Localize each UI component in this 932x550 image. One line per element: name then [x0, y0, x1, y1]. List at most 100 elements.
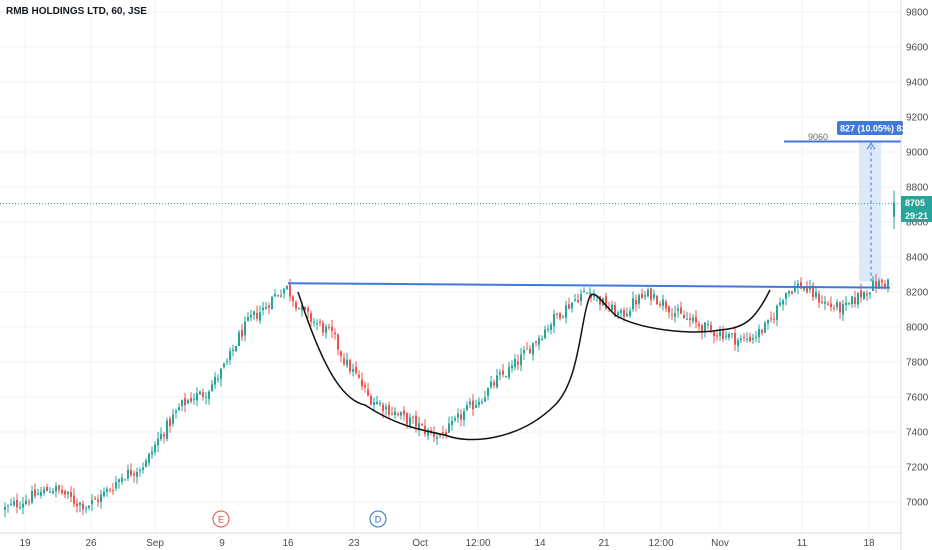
- candle-body: [244, 321, 246, 336]
- candle-body: [283, 288, 285, 294]
- current-price-tag-bg: [901, 196, 932, 209]
- candle-body: [836, 302, 838, 308]
- candle-body: [463, 411, 465, 420]
- candle-body: [710, 324, 712, 330]
- candle-body: [827, 303, 829, 305]
- candle-body: [725, 335, 727, 337]
- candle-body: [316, 323, 318, 325]
- candle-body: [298, 307, 300, 309]
- measure-label: 827 (10.05%) 82: [840, 124, 907, 134]
- candle-body: [421, 424, 423, 426]
- cup-and-handle-curve[interactable]: [297, 289, 771, 441]
- candle-body: [878, 280, 880, 289]
- y-tick-label: 8000: [906, 323, 929, 334]
- x-tick-label: Nov: [711, 538, 729, 549]
- resistance-line[interactable]: [287, 282, 891, 289]
- price-axis[interactable]: 7000 7200 7400 7600 7800 8000 8200 8400 8600 8800…: [906, 8, 929, 509]
- candle-body: [535, 341, 537, 343]
- candle-body: [301, 305, 303, 311]
- candle-body: [250, 314, 252, 318]
- candle-body: [271, 296, 273, 310]
- candle-body: [454, 418, 456, 421]
- candle-body: [713, 331, 715, 337]
- candle-body: [256, 312, 258, 319]
- x-tick-label: 21: [598, 538, 610, 549]
- candle-body: [52, 491, 54, 493]
- candle-body: [815, 291, 817, 297]
- candle-body: [824, 301, 826, 304]
- candle-body: [626, 313, 628, 316]
- candle-body: [19, 507, 21, 509]
- candle-body: [280, 295, 282, 297]
- candle-body: [731, 333, 733, 335]
- candle-body: [559, 312, 561, 319]
- candle-body: [397, 414, 399, 416]
- candle-body: [172, 414, 174, 424]
- candle-body: [346, 359, 348, 366]
- candle-body: [214, 376, 216, 385]
- x-tick-label: 18: [863, 538, 875, 549]
- candle-body: [184, 398, 186, 406]
- candle-body: [373, 401, 375, 405]
- candle-body: [644, 295, 646, 297]
- candle-body: [593, 295, 595, 297]
- candle-body: [334, 332, 336, 335]
- candle-body: [511, 365, 513, 369]
- candle-body: [61, 489, 63, 494]
- candle-body: [752, 337, 754, 340]
- candle-body: [806, 287, 808, 292]
- candle-body: [154, 444, 156, 453]
- candle-body: [839, 302, 841, 313]
- candle-body: [34, 489, 36, 497]
- candle-body: [364, 384, 366, 388]
- candle-body: [758, 328, 760, 338]
- candle-body: [484, 397, 486, 402]
- x-tick-label: 23: [348, 538, 360, 549]
- candle-body: [145, 460, 147, 467]
- x-tick-label: Oct: [412, 538, 428, 549]
- measure-tag[interactable]: 827 (10.05%) 82: [837, 121, 907, 135]
- candle-body: [82, 503, 84, 510]
- candle-body: [773, 319, 775, 321]
- candle-body: [28, 501, 30, 503]
- y-tick-label: 7800: [906, 358, 929, 369]
- candle-body: [845, 302, 847, 306]
- candle-body: [860, 290, 862, 298]
- candle-body: [418, 423, 420, 429]
- candle-body: [79, 502, 81, 506]
- candle-body: [683, 314, 685, 319]
- candle-body: [448, 423, 450, 433]
- dividend-badge[interactable]: D: [369, 510, 387, 528]
- candle-body: [577, 300, 579, 303]
- x-tick-label: 11: [797, 538, 808, 549]
- candle-body: [439, 434, 441, 437]
- candle-body: [181, 399, 183, 407]
- candle-body: [403, 410, 405, 415]
- y-tick-label: 7000: [906, 498, 929, 509]
- candle-body: [590, 294, 592, 298]
- candle-body: [436, 437, 438, 439]
- candlestick-series: [4, 190, 895, 518]
- candle-body: [701, 325, 703, 333]
- candle-body: [76, 503, 78, 507]
- earnings-badge[interactable]: E: [212, 510, 230, 528]
- candle-body: [496, 375, 498, 388]
- candle-body: [665, 301, 667, 309]
- dividend-badge-circle: [369, 510, 387, 528]
- candle-body: [340, 351, 342, 357]
- candle-body: [7, 505, 9, 507]
- candle-body: [617, 312, 619, 315]
- candle-body: [686, 318, 688, 320]
- candle-body: [67, 491, 69, 494]
- drawing-overlays[interactable]: [0, 140, 901, 441]
- y-tick-label: 8200: [906, 288, 929, 299]
- candle-body: [253, 311, 255, 316]
- current-price-tag: 8705 29:21: [901, 196, 932, 222]
- time-axis[interactable]: 19 26 Sep 9 16 23 Oct 12:00 14 21 12:00 Nov 11 18: [19, 538, 875, 549]
- candle-body: [31, 491, 33, 503]
- candle-body: [556, 313, 558, 316]
- candle-body: [869, 292, 871, 295]
- candle-body: [571, 302, 573, 309]
- candle-body: [115, 482, 117, 489]
